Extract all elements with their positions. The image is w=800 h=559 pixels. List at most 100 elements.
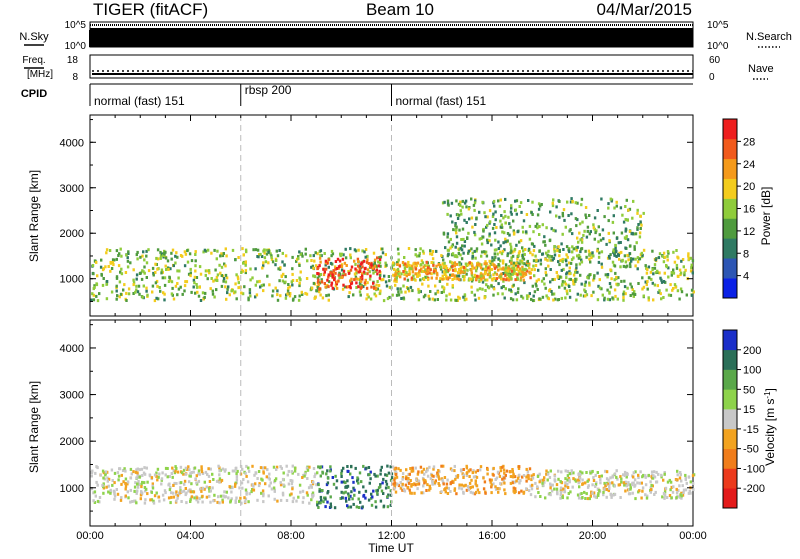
echo-cell xyxy=(238,486,241,490)
echo-cell xyxy=(184,466,188,470)
echo-cell xyxy=(254,267,257,271)
echo-cell xyxy=(500,214,503,217)
echo-cell xyxy=(339,497,342,500)
echo-cell xyxy=(389,489,392,493)
echo-cell xyxy=(529,493,533,497)
echo-cell xyxy=(564,225,567,229)
echo-cell xyxy=(365,466,368,470)
echo-cell xyxy=(644,474,647,478)
echo-cell xyxy=(343,261,347,265)
colorbar-tick-label: 4 xyxy=(743,271,749,283)
echo-cell xyxy=(691,474,695,478)
echo-cell xyxy=(190,290,193,294)
echo-cell xyxy=(497,257,500,261)
echo-cell xyxy=(368,481,371,485)
echo-cell xyxy=(633,245,636,249)
echo-cell xyxy=(135,273,139,277)
echo-cell xyxy=(453,464,456,468)
echo-cell xyxy=(652,272,655,276)
echo-cell xyxy=(174,254,177,258)
echo-cell xyxy=(543,282,546,286)
echo-cell xyxy=(241,269,244,273)
echo-cell xyxy=(287,283,290,286)
echo-cell xyxy=(208,494,211,498)
echo-cell xyxy=(430,272,433,276)
echo-cell xyxy=(272,486,276,490)
echo-cell xyxy=(424,480,427,484)
power-colorbar-segment xyxy=(723,158,737,179)
echo-cell xyxy=(184,280,187,284)
echo-cell xyxy=(124,481,127,485)
echo-cell xyxy=(576,218,579,222)
echo-cell xyxy=(584,249,587,253)
echo-cell xyxy=(505,469,509,473)
echo-cell xyxy=(399,468,402,472)
echo-cell xyxy=(299,278,302,282)
echo-cell xyxy=(538,480,541,484)
echo-cell xyxy=(565,259,568,263)
echo-cell xyxy=(372,271,375,275)
echo-cell xyxy=(451,264,454,268)
echo-cell xyxy=(132,470,135,474)
echo-cell xyxy=(349,279,352,283)
echo-cell xyxy=(614,271,617,275)
echo-cell xyxy=(602,490,605,494)
echo-cell xyxy=(488,478,492,482)
echo-cell xyxy=(662,478,665,482)
echo-cell xyxy=(551,204,555,208)
echo-cell xyxy=(592,226,595,230)
echo-cell xyxy=(657,256,661,260)
echo-cell xyxy=(401,477,404,481)
echo-cell xyxy=(516,257,519,261)
echo-cell xyxy=(192,470,195,474)
echo-cell xyxy=(175,490,178,494)
echo-cell xyxy=(249,278,252,282)
echo-cell xyxy=(500,272,503,276)
echo-cell xyxy=(570,472,573,476)
echo-cell xyxy=(420,259,424,263)
echo-cell xyxy=(163,276,167,280)
echo-cell xyxy=(493,258,496,262)
echo-cell xyxy=(438,483,441,487)
echo-cell xyxy=(532,259,536,263)
echo-cell xyxy=(245,491,248,494)
echo-cell xyxy=(298,276,301,280)
echo-cell xyxy=(354,267,357,271)
echo-cell xyxy=(220,265,224,269)
echo-cell xyxy=(136,482,139,486)
echo-cell xyxy=(167,483,170,487)
echo-cell xyxy=(526,297,529,300)
echo-cell xyxy=(161,471,164,475)
power-ylabel: Slant Range [km] xyxy=(27,170,41,262)
echo-cell xyxy=(331,262,334,266)
echo-cell xyxy=(291,487,294,491)
echo-cell xyxy=(336,257,340,261)
echo-cell xyxy=(522,249,525,253)
echo-cell xyxy=(159,289,162,293)
echo-cell xyxy=(410,484,413,488)
echo-cell xyxy=(186,260,190,264)
echo-cell xyxy=(397,272,400,276)
echo-cell xyxy=(538,233,541,236)
echo-cell xyxy=(557,245,560,249)
echo-cell xyxy=(503,481,506,485)
echo-cell xyxy=(522,219,526,223)
echo-cell xyxy=(418,251,421,255)
echo-cell xyxy=(215,479,219,483)
echo-cell xyxy=(267,250,270,254)
echo-cell xyxy=(244,263,247,267)
echo-cell xyxy=(500,252,504,256)
echo-cell xyxy=(502,479,505,483)
echo-cell xyxy=(544,257,547,261)
echo-cell xyxy=(109,269,112,273)
echo-cell xyxy=(98,496,102,499)
echo-cell xyxy=(358,471,362,475)
echo-cell xyxy=(257,470,261,473)
echo-cell xyxy=(580,240,584,244)
echo-cell xyxy=(440,254,443,258)
echo-cell xyxy=(113,471,117,475)
echo-cell xyxy=(340,268,344,272)
echo-cell xyxy=(103,477,106,481)
echo-cell xyxy=(687,475,691,479)
echo-cell xyxy=(493,231,497,235)
